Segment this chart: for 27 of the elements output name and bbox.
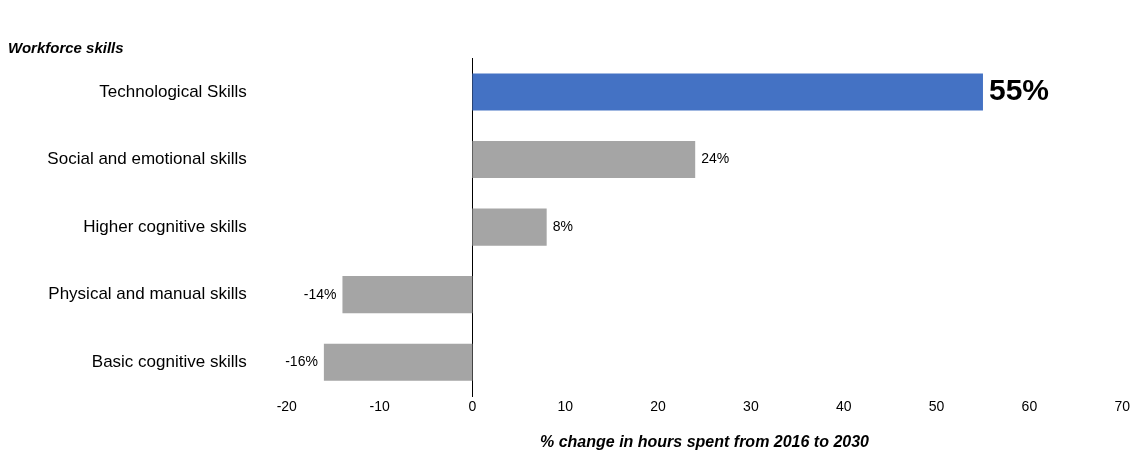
y-tick-label: Basic cognitive skills <box>91 351 247 371</box>
x-tick-label: 50 <box>928 398 945 415</box>
x-axis-title: % change in hours spent from 2016 to 2030 <box>539 432 870 450</box>
data-label: 8% <box>552 217 573 234</box>
data-label: 24% <box>701 150 730 167</box>
y-tick-label: Physical and manual skills <box>48 284 247 304</box>
data-label: 55% <box>988 73 1050 107</box>
data-label: -14% <box>303 285 337 302</box>
text: Workforce skills <box>8 39 124 57</box>
y-tick-label: Higher cognitive skills <box>83 216 247 236</box>
data-label: -16% <box>285 353 318 370</box>
x-tick-label: -20 <box>276 398 298 415</box>
x-tick-label: 0 <box>468 398 477 415</box>
x-tick-label: 40 <box>835 398 852 415</box>
bar <box>472 140 696 179</box>
x-tick-label: 20 <box>650 398 667 415</box>
x-tick-label: 60 <box>1021 398 1038 415</box>
x-tick-label: 10 <box>557 398 574 415</box>
x-tick-label: -10 <box>369 398 390 415</box>
bar <box>472 73 983 111</box>
x-tick-label: 70 <box>1114 398 1131 415</box>
bar <box>472 208 547 246</box>
bar <box>342 276 473 314</box>
y-tick-label: Social and emotional skills <box>47 149 247 169</box>
x-tick-label: 30 <box>743 398 759 415</box>
y-tick-label: Technological Skills <box>99 81 247 101</box>
bar <box>323 343 473 381</box>
